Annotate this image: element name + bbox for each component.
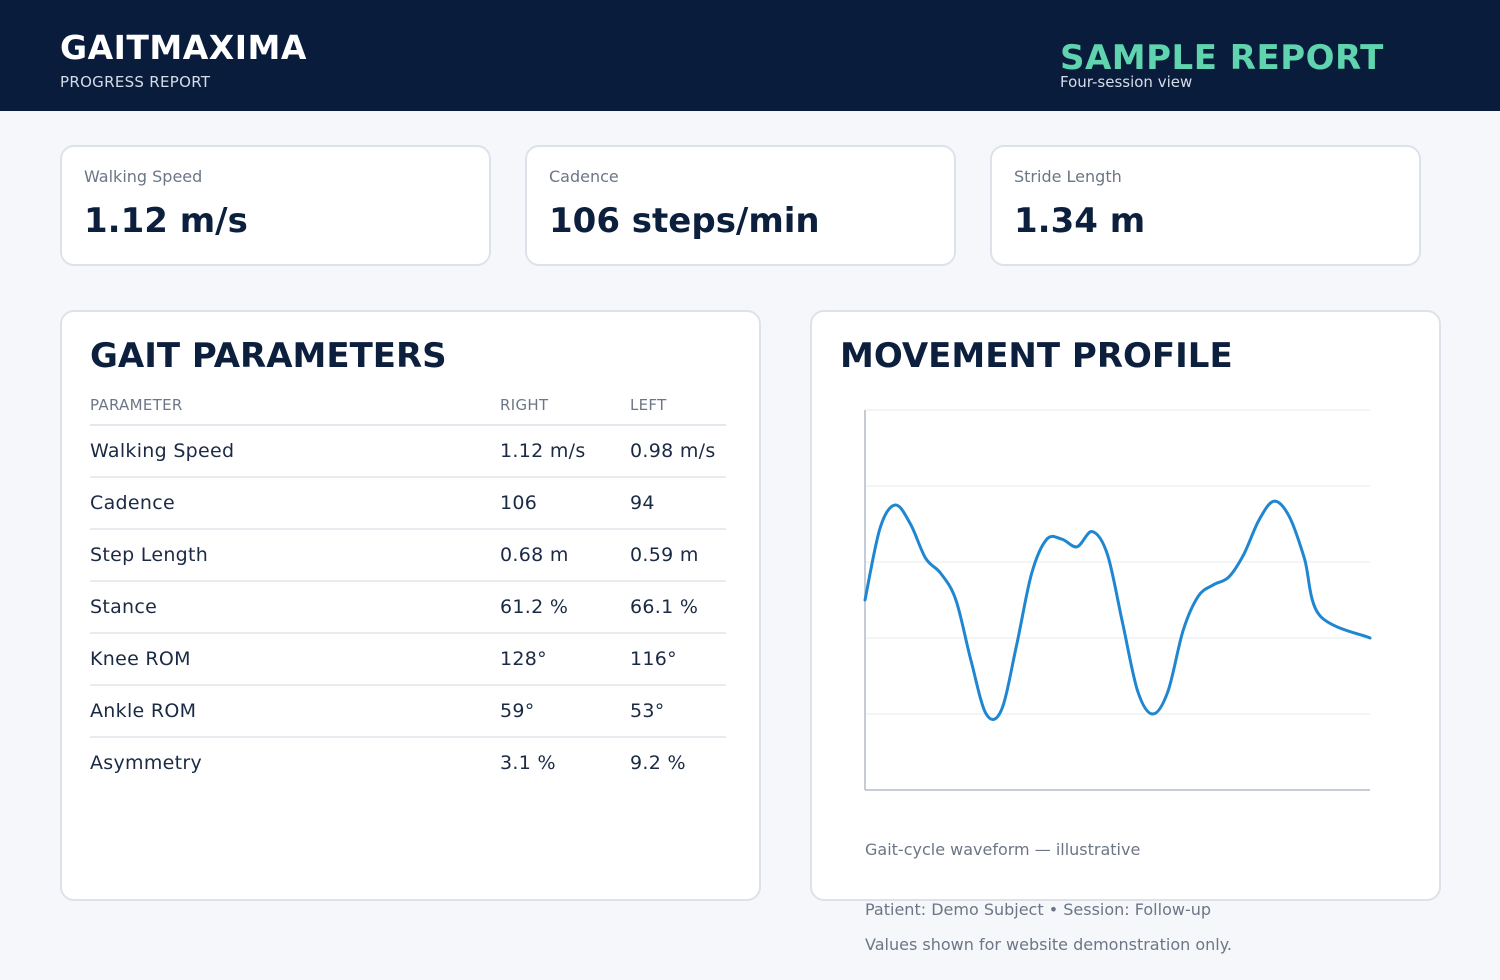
parameter-name: Ankle ROM xyxy=(90,700,197,722)
right-value: 3.1 % xyxy=(500,752,556,774)
gait-parameters-title: GAIT PARAMETERS xyxy=(90,336,447,376)
report-header: GAITMAXIMA PROGRESS REPORT SAMPLE REPORT… xyxy=(0,0,1500,111)
stat-card-walking-speed: Walking Speed 1.12 m/s xyxy=(60,145,491,266)
left-value: 0.59 m xyxy=(630,544,699,566)
stat-card-cadence: Cadence 106 steps/min xyxy=(525,145,956,266)
report-title: SAMPLE REPORT xyxy=(1060,38,1384,78)
parameter-name: Asymmetry xyxy=(90,752,203,774)
table-row: Knee ROM 128° 116° xyxy=(90,634,726,686)
disclaimer-text: Values shown for website demonstration o… xyxy=(865,935,1232,954)
left-value: 9.2 % xyxy=(630,752,686,774)
right-value: 1.12 m/s xyxy=(500,440,586,462)
left-value: 66.1 % xyxy=(630,596,699,618)
table-row: Cadence 106 94 xyxy=(90,478,726,530)
column-header-left: LEFT xyxy=(630,396,667,414)
column-header-right: RIGHT xyxy=(500,396,549,414)
parameter-name: Knee ROM xyxy=(90,648,191,670)
report-subtitle: Four-session view xyxy=(1060,73,1193,91)
table-row: Ankle ROM 59° 53° xyxy=(90,686,726,738)
right-value: 0.68 m xyxy=(500,544,569,566)
stat-value: 1.34 m xyxy=(1014,201,1146,241)
stat-label: Walking Speed xyxy=(84,167,203,186)
stat-label: Cadence xyxy=(549,167,619,186)
column-header-parameter: PARAMETER xyxy=(90,396,183,414)
parameter-name: Walking Speed xyxy=(90,440,235,462)
left-value: 116° xyxy=(630,648,677,670)
stat-value: 1.12 m/s xyxy=(84,201,248,241)
waveform-series-line xyxy=(863,499,1372,721)
right-value: 128° xyxy=(500,648,547,670)
left-value: 94 xyxy=(630,492,655,514)
right-value: 61.2 % xyxy=(500,596,569,618)
stat-card-stride-length: Stride Length 1.34 m xyxy=(990,145,1421,266)
patient-session-line: Patient: Demo Subject • Session: Follow-… xyxy=(865,900,1212,919)
gait-parameters-table: PARAMETER RIGHT LEFT Walking Speed 1.12 … xyxy=(90,386,726,790)
movement-profile-panel: MOVEMENT PROFILE xyxy=(810,310,1441,901)
table-row: Step Length 0.68 m 0.59 m xyxy=(90,530,726,582)
table-header: PARAMETER RIGHT LEFT xyxy=(90,386,726,426)
stat-value: 106 steps/min xyxy=(549,201,820,241)
table-row: Stance 61.2 % 66.1 % xyxy=(90,582,726,634)
table-row: Asymmetry 3.1 % 9.2 % xyxy=(90,738,726,790)
left-value: 53° xyxy=(630,700,665,722)
right-value: 59° xyxy=(500,700,535,722)
brand-subtitle: PROGRESS REPORT xyxy=(60,73,211,91)
right-value: 106 xyxy=(500,492,538,514)
table-row: Walking Speed 1.12 m/s 0.98 m/s xyxy=(90,426,726,478)
parameter-name: Cadence xyxy=(90,492,175,514)
movement-profile-title: MOVEMENT PROFILE xyxy=(840,336,1233,376)
parameter-name: Step Length xyxy=(90,544,209,566)
brand-name: GAITMAXIMA xyxy=(60,28,307,67)
chart-caption: Gait-cycle waveform — illustrative xyxy=(865,840,1141,859)
left-value: 0.98 m/s xyxy=(630,440,716,462)
stat-label: Stride Length xyxy=(1014,167,1122,186)
parameter-name: Stance xyxy=(90,596,158,618)
gait-parameters-panel: GAIT PARAMETERS PARAMETER RIGHT LEFT Wal… xyxy=(60,310,761,901)
